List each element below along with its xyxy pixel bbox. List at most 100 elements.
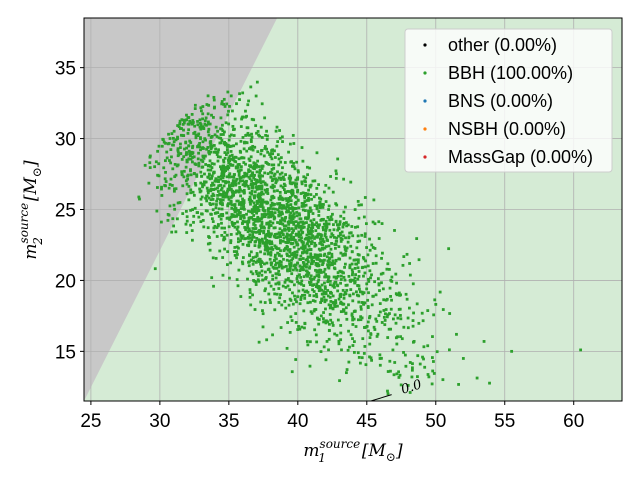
sample-point bbox=[188, 139, 192, 143]
sample-point bbox=[283, 219, 287, 223]
sample-point bbox=[277, 263, 281, 266]
sample-point bbox=[264, 236, 267, 240]
sample-point bbox=[212, 115, 215, 119]
sample-point bbox=[216, 186, 219, 190]
sample-point bbox=[296, 261, 299, 265]
sample-point bbox=[327, 222, 331, 226]
sample-point bbox=[292, 165, 296, 169]
sample-point bbox=[155, 209, 159, 213]
sample-point bbox=[386, 336, 390, 339]
sample-point bbox=[260, 164, 264, 168]
sample-point bbox=[219, 136, 223, 140]
sample-point bbox=[221, 123, 224, 127]
sample-point bbox=[294, 220, 298, 224]
sample-point bbox=[373, 280, 377, 284]
sample-point bbox=[256, 159, 260, 163]
sample-point bbox=[159, 220, 163, 224]
sample-point bbox=[205, 194, 208, 198]
sample-point bbox=[184, 209, 188, 213]
sample-point bbox=[202, 156, 206, 160]
sample-point bbox=[243, 141, 246, 145]
sample-point bbox=[386, 262, 390, 266]
sample-point bbox=[254, 181, 258, 184]
sample-point bbox=[357, 287, 361, 291]
sample-point bbox=[326, 239, 329, 242]
sample-point bbox=[327, 266, 331, 270]
sample-point bbox=[323, 292, 326, 295]
sample-point bbox=[295, 253, 299, 257]
sample-point bbox=[247, 216, 251, 220]
sample-point bbox=[305, 273, 309, 276]
sample-point bbox=[352, 340, 356, 344]
sample-point bbox=[306, 227, 310, 231]
sample-point bbox=[360, 301, 364, 304]
sample-point bbox=[323, 267, 327, 271]
sample-point bbox=[227, 197, 231, 201]
sample-point bbox=[227, 225, 231, 229]
sample-point bbox=[296, 274, 299, 278]
sample-point bbox=[339, 240, 343, 243]
sample-point bbox=[232, 144, 236, 148]
sample-point bbox=[229, 144, 233, 148]
sample-point bbox=[365, 282, 369, 286]
sample-point bbox=[271, 178, 275, 181]
sample-point bbox=[264, 213, 268, 216]
sample-point bbox=[212, 144, 216, 147]
sample-point bbox=[185, 215, 189, 219]
legend-entry: BNS (0.00%) bbox=[448, 91, 553, 111]
sample-point bbox=[279, 160, 283, 164]
legend-marker bbox=[423, 155, 427, 159]
sample-point bbox=[226, 113, 230, 117]
sample-point bbox=[317, 247, 321, 251]
sample-point bbox=[397, 308, 401, 311]
sample-point bbox=[271, 277, 275, 281]
sample-point bbox=[216, 129, 219, 133]
sample-point bbox=[170, 184, 174, 187]
sample-point bbox=[337, 257, 341, 261]
sample-point bbox=[301, 220, 305, 224]
sample-point bbox=[165, 156, 169, 160]
sample-point bbox=[310, 260, 314, 264]
sample-point bbox=[345, 246, 349, 250]
sample-point bbox=[274, 282, 278, 286]
sample-point bbox=[457, 383, 460, 386]
sample-point bbox=[220, 127, 224, 131]
sample-point bbox=[269, 185, 273, 189]
sample-point bbox=[280, 210, 284, 214]
sample-point bbox=[319, 240, 323, 244]
sample-point bbox=[269, 155, 273, 159]
sample-point bbox=[448, 348, 451, 352]
sample-point bbox=[160, 187, 163, 191]
sample-point bbox=[252, 222, 256, 225]
sample-point bbox=[353, 208, 357, 211]
sample-point bbox=[206, 94, 210, 98]
sample-point bbox=[283, 216, 287, 220]
sample-point bbox=[300, 180, 304, 184]
sample-point bbox=[311, 234, 315, 238]
sample-point bbox=[282, 197, 285, 201]
sample-point bbox=[271, 333, 274, 337]
sample-point bbox=[357, 356, 361, 359]
sample-point bbox=[292, 220, 296, 224]
sample-point bbox=[179, 142, 182, 146]
sample-point bbox=[304, 203, 308, 207]
sample-point bbox=[173, 207, 177, 211]
sample-point bbox=[201, 218, 205, 222]
sample-point bbox=[230, 182, 234, 186]
sample-point bbox=[186, 131, 190, 135]
sample-point bbox=[191, 119, 195, 122]
sample-point bbox=[395, 342, 399, 346]
sample-point bbox=[284, 173, 287, 176]
sample-point bbox=[249, 250, 253, 254]
sample-point bbox=[324, 273, 328, 276]
sample-point bbox=[255, 211, 258, 215]
sample-point bbox=[299, 217, 303, 221]
sample-point bbox=[156, 173, 159, 177]
sample-point bbox=[250, 216, 254, 219]
x-axis-ticks: 25 30 35 40 45 50 55 60 bbox=[80, 401, 584, 432]
sample-point bbox=[300, 202, 304, 205]
sample-point bbox=[296, 328, 300, 331]
sample-point bbox=[241, 256, 245, 259]
sample-point bbox=[358, 239, 362, 243]
sample-point bbox=[333, 332, 337, 336]
